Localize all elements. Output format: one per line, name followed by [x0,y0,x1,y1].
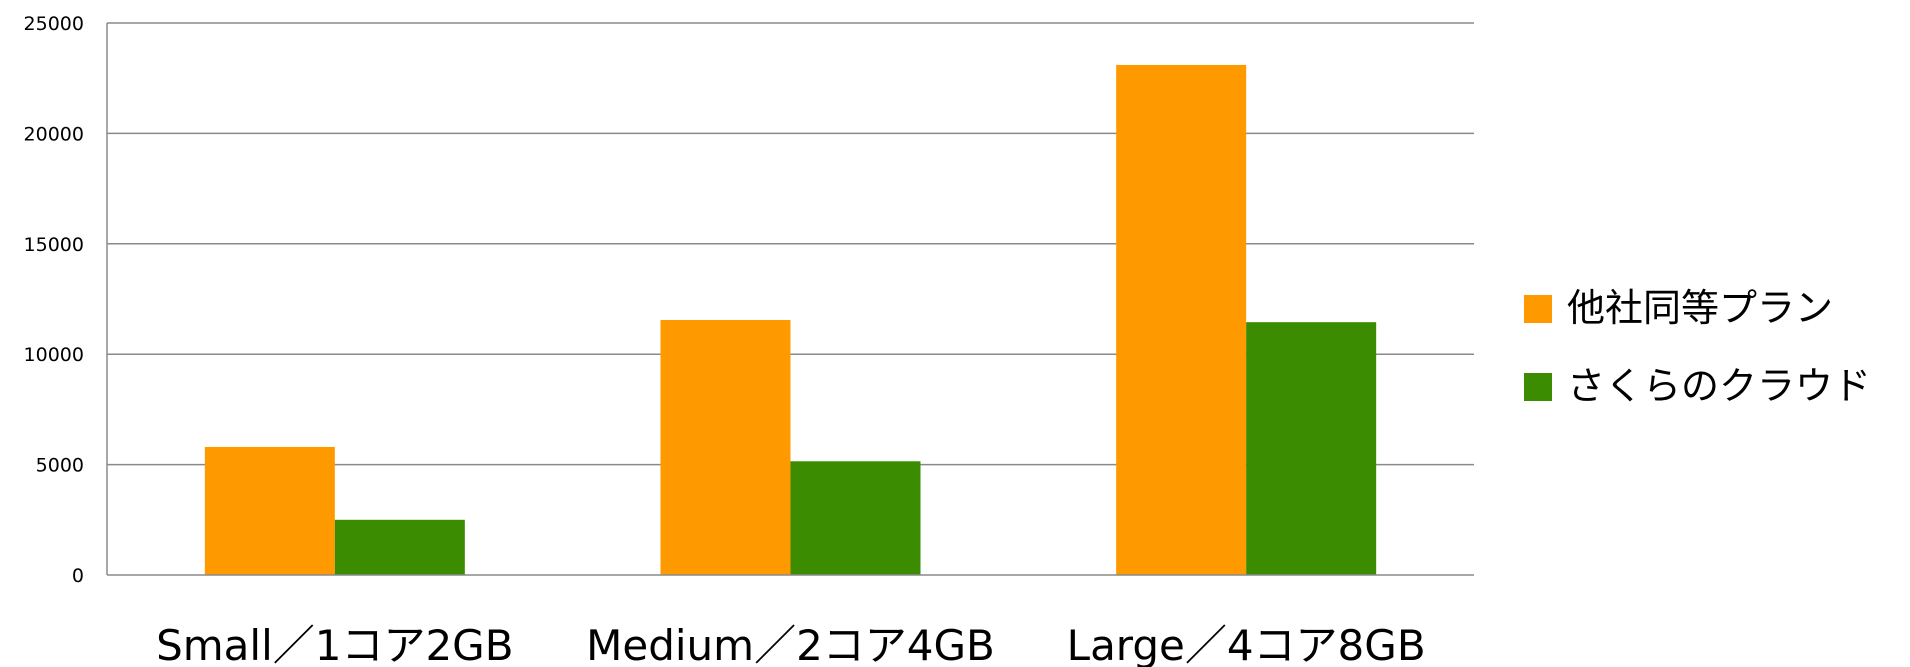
x-category-label: Large／4コア8GB [1067,621,1426,667]
legend-swatch [1524,373,1552,401]
bar [1246,322,1377,575]
legend-label: さくらのクラウド [1567,364,1871,408]
bar [204,446,335,575]
x-category-label: Medium／2コア4GB [586,621,995,667]
bar [660,319,791,575]
y-tick-label: 0 [72,565,84,587]
bar [790,461,921,575]
y-tick-label: 5000 [36,455,84,477]
bar [1116,64,1247,576]
x-category-label: Small／1コア2GB [156,621,513,667]
y-tick-label: 15000 [24,234,84,256]
bar [334,519,465,575]
y-tick-label: 20000 [24,123,84,145]
y-tick-label: 10000 [24,344,84,366]
legend-swatch [1524,295,1552,323]
bars [204,64,1377,576]
x-axis-category-labels: Small／1コア2GB Medium／2コア4GB Large／4コア8GB [156,621,1426,667]
legend-label: 他社同等プラン [1567,286,1833,330]
y-tick-label: 25000 [24,13,84,35]
y-axis-tick-labels: 0 5000 10000 15000 20000 25000 [24,13,84,587]
